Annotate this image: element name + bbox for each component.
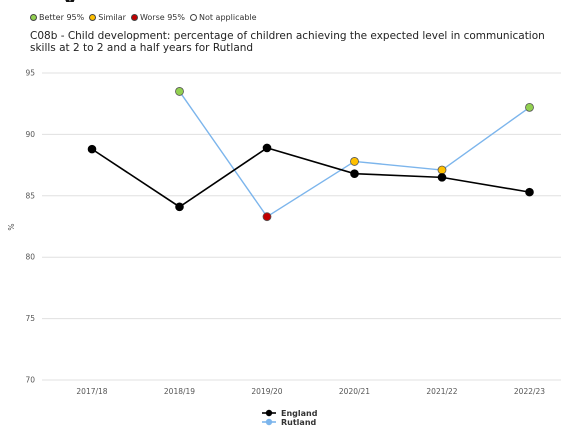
y-tick-label: 75 bbox=[25, 314, 35, 323]
data-point-rutland[interactable] bbox=[350, 157, 359, 166]
key-dot-icon bbox=[130, 13, 138, 21]
y-tick-label: 80 bbox=[25, 253, 35, 262]
x-tick-label: 2017/18 bbox=[76, 387, 107, 396]
data-point-rutland[interactable] bbox=[262, 212, 272, 222]
data-point-rutland[interactable] bbox=[437, 165, 447, 175]
y-tick-label: 70 bbox=[25, 376, 35, 385]
data-point-england[interactable] bbox=[437, 173, 447, 182]
key-dot-icon bbox=[30, 13, 37, 21]
legend-marker-icon bbox=[265, 418, 273, 426]
key-label: Similar bbox=[98, 12, 126, 22]
data-point-england[interactable] bbox=[350, 169, 359, 178]
legend-label: England bbox=[281, 409, 318, 418]
key-item: Better 95% bbox=[30, 13, 84, 22]
grid-lines bbox=[42, 72, 561, 381]
key-item: Worse 95% bbox=[130, 12, 185, 22]
legend-marker-icon bbox=[265, 409, 273, 417]
data-point-england[interactable] bbox=[175, 202, 184, 212]
data-point-england[interactable] bbox=[525, 187, 534, 197]
y-tick-label: 85 bbox=[25, 191, 35, 200]
x-axis-ticks: 2017/18 2018/19 2019/20 2020/21 2021/22 2022/… bbox=[76, 387, 545, 396]
data-point-rutland[interactable] bbox=[175, 87, 184, 96]
key-dot-icon bbox=[190, 13, 197, 21]
y-axis-ticks: 70 75 80 85 90 95 bbox=[25, 69, 35, 385]
y-axis-label: % bbox=[7, 223, 16, 230]
y-tick-label: 90 bbox=[25, 130, 35, 139]
key-item: Not applicable bbox=[190, 13, 257, 22]
chart-title: C08b - Child development: percentage of … bbox=[30, 30, 545, 54]
x-tick-label: 2022/23 bbox=[514, 387, 545, 396]
data-points bbox=[87, 87, 534, 222]
key-dot-icon bbox=[89, 13, 97, 21]
key-label: Worse 95% bbox=[139, 12, 185, 22]
key-label: Better 95% bbox=[39, 12, 85, 22]
key-item: Similar bbox=[89, 13, 126, 22]
series-line-rutland bbox=[178, 91, 530, 218]
data-point-england[interactable] bbox=[87, 144, 97, 154]
x-tick-label: 2018/19 bbox=[164, 387, 195, 396]
series-line-england bbox=[91, 147, 530, 208]
y-tick-label: 95 bbox=[25, 69, 35, 78]
x-tick-label: 2020/21 bbox=[339, 387, 370, 396]
legend-label: Rutland bbox=[281, 418, 317, 427]
series-lines bbox=[91, 91, 530, 218]
x-tick-label: 2019/20 bbox=[251, 387, 282, 396]
data-point-rutland[interactable] bbox=[525, 102, 534, 112]
x-tick-label: 2021/22 bbox=[426, 387, 457, 396]
key-label: Not applicable bbox=[199, 12, 257, 22]
data-point-england[interactable] bbox=[262, 143, 272, 153]
significance-key: Better 95% Similar Worse 95% Not applicable bbox=[30, 11, 262, 23]
